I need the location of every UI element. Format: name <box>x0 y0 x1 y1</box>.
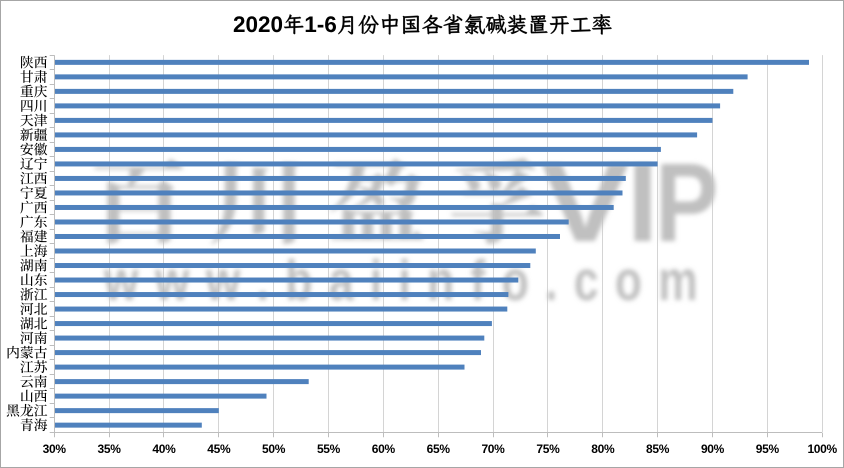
svg-text:35%: 35% <box>98 442 122 456</box>
svg-text:45%: 45% <box>207 442 231 456</box>
svg-text:65%: 65% <box>427 442 451 456</box>
svg-text:85%: 85% <box>646 442 670 456</box>
svg-text:50%: 50% <box>262 442 286 456</box>
svg-text:90%: 90% <box>701 442 725 456</box>
svg-text:70%: 70% <box>481 442 505 456</box>
svg-text:60%: 60% <box>372 442 396 456</box>
svg-text:80%: 80% <box>591 442 615 456</box>
svg-text:100%: 100% <box>807 442 837 456</box>
svg-text:55%: 55% <box>317 442 341 456</box>
svg-text:75%: 75% <box>536 442 560 456</box>
svg-text:30%: 30% <box>43 442 67 456</box>
svg-text:40%: 40% <box>152 442 176 456</box>
svg-text:95%: 95% <box>756 442 780 456</box>
